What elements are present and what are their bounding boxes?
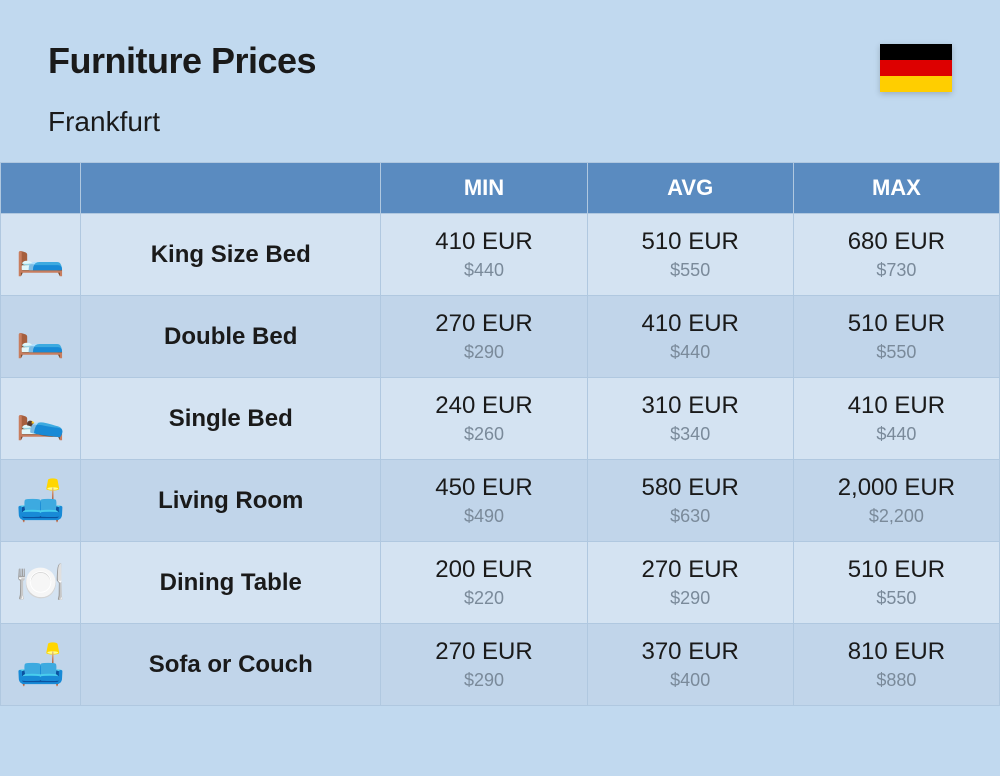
- col-name: [81, 163, 381, 214]
- price-usd: $550: [802, 588, 991, 609]
- price-usd: $290: [596, 588, 785, 609]
- price-cell-min: 240 EUR $260: [381, 378, 587, 460]
- furniture-icon: 🛌: [1, 378, 81, 460]
- price-cell-min: 410 EUR $440: [381, 214, 587, 296]
- price-usd: $440: [389, 260, 578, 281]
- col-min: MIN: [381, 163, 587, 214]
- price-cell-max: 680 EUR $730: [793, 214, 999, 296]
- price-cell-min: 200 EUR $220: [381, 542, 587, 624]
- price-usd: $880: [802, 670, 991, 691]
- furniture-icon: 🛋️: [1, 624, 81, 706]
- price-cell-avg: 310 EUR $340: [587, 378, 793, 460]
- price-eur: 410 EUR: [389, 228, 578, 256]
- price-eur: 200 EUR: [389, 556, 578, 584]
- col-avg: AVG: [587, 163, 793, 214]
- furniture-name: Single Bed: [81, 378, 381, 460]
- price-cell-max: 410 EUR $440: [793, 378, 999, 460]
- price-cell-avg: 580 EUR $630: [587, 460, 793, 542]
- price-usd: $490: [389, 506, 578, 527]
- table-row: 🛋️Living Room 450 EUR $490 580 EUR $630 2,000…: [1, 460, 1000, 542]
- price-eur: 240 EUR: [389, 392, 578, 420]
- price-cell-avg: 410 EUR $440: [587, 296, 793, 378]
- furniture-name: Double Bed: [81, 296, 381, 378]
- price-cell-avg: 510 EUR $550: [587, 214, 793, 296]
- price-table: MIN AVG MAX 🛏️King Size Bed 410 EUR $440 51…: [0, 162, 1000, 706]
- price-eur: 510 EUR: [596, 228, 785, 256]
- header: Furniture Prices Frankfurt: [0, 0, 1000, 162]
- price-cell-max: 810 EUR $880: [793, 624, 999, 706]
- price-eur: 270 EUR: [389, 310, 578, 338]
- table-row: 🍽️Dining Table 200 EUR $220 270 EUR $290 510 …: [1, 542, 1000, 624]
- price-eur: 510 EUR: [802, 310, 991, 338]
- price-usd: $260: [389, 424, 578, 445]
- price-cell-min: 270 EUR $290: [381, 296, 587, 378]
- price-eur: 270 EUR: [596, 556, 785, 584]
- furniture-icon: 🍽️: [1, 542, 81, 624]
- price-eur: 270 EUR: [389, 638, 578, 666]
- flag-stripe-1: [880, 60, 952, 76]
- price-eur: 450 EUR: [389, 474, 578, 502]
- price-eur: 510 EUR: [802, 556, 991, 584]
- price-cell-max: 510 EUR $550: [793, 542, 999, 624]
- furniture-name: King Size Bed: [81, 214, 381, 296]
- price-usd: $630: [596, 506, 785, 527]
- page-subtitle: Frankfurt: [48, 106, 952, 138]
- page-title: Furniture Prices: [48, 40, 952, 82]
- price-usd: $730: [802, 260, 991, 281]
- col-icon: [1, 163, 81, 214]
- furniture-icon: 🛋️: [1, 460, 81, 542]
- col-max: MAX: [793, 163, 999, 214]
- furniture-name: Sofa or Couch: [81, 624, 381, 706]
- price-cell-max: 2,000 EUR $2,200: [793, 460, 999, 542]
- table-row: 🛏️King Size Bed 410 EUR $440 510 EUR $550 680…: [1, 214, 1000, 296]
- price-eur: 2,000 EUR: [802, 474, 991, 502]
- price-eur: 370 EUR: [596, 638, 785, 666]
- price-usd: $220: [389, 588, 578, 609]
- table-row: 🛌Single Bed 240 EUR $260 310 EUR $340 410 EUR…: [1, 378, 1000, 460]
- price-eur: 310 EUR: [596, 392, 785, 420]
- price-cell-avg: 270 EUR $290: [587, 542, 793, 624]
- price-cell-avg: 370 EUR $400: [587, 624, 793, 706]
- price-usd: $290: [389, 670, 578, 691]
- price-usd: $340: [596, 424, 785, 445]
- price-usd: $440: [802, 424, 991, 445]
- price-eur: 810 EUR: [802, 638, 991, 666]
- table-row: 🛏️Double Bed 270 EUR $290 410 EUR $440 510 EU…: [1, 296, 1000, 378]
- table-row: 🛋️Sofa or Couch 270 EUR $290 370 EUR $400 810…: [1, 624, 1000, 706]
- furniture-name: Living Room: [81, 460, 381, 542]
- price-cell-min: 270 EUR $290: [381, 624, 587, 706]
- furniture-name: Dining Table: [81, 542, 381, 624]
- price-usd: $290: [389, 342, 578, 363]
- price-eur: 410 EUR: [596, 310, 785, 338]
- price-cell-max: 510 EUR $550: [793, 296, 999, 378]
- flag-stripe-0: [880, 44, 952, 60]
- price-eur: 580 EUR: [596, 474, 785, 502]
- price-eur: 680 EUR: [802, 228, 991, 256]
- flag-stripe-2: [880, 76, 952, 92]
- price-usd: $440: [596, 342, 785, 363]
- price-usd: $550: [596, 260, 785, 281]
- country-flag: [880, 44, 952, 92]
- price-usd: $2,200: [802, 506, 991, 527]
- furniture-icon: 🛏️: [1, 296, 81, 378]
- price-usd: $550: [802, 342, 991, 363]
- price-cell-min: 450 EUR $490: [381, 460, 587, 542]
- price-usd: $400: [596, 670, 785, 691]
- furniture-icon: 🛏️: [1, 214, 81, 296]
- table-header-row: MIN AVG MAX: [1, 163, 1000, 214]
- price-eur: 410 EUR: [802, 392, 991, 420]
